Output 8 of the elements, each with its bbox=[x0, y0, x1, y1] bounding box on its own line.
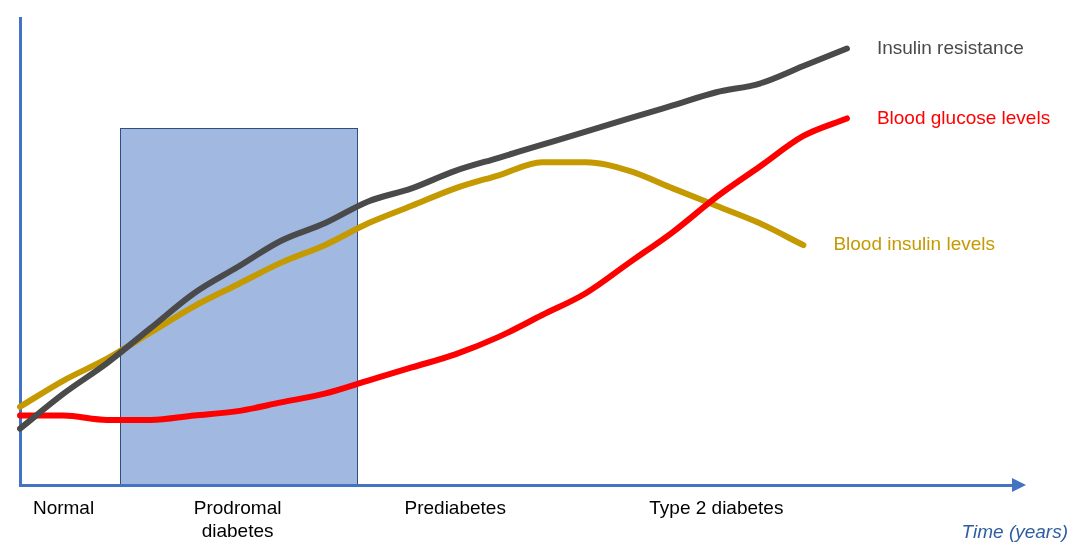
x-tick-label: Prediabetes bbox=[404, 497, 506, 519]
x-tick-label: Normal bbox=[32, 497, 95, 519]
x-tick-label: Type 2 diabetes bbox=[649, 497, 784, 519]
series-label: Blood insulin levels bbox=[833, 233, 995, 255]
series-label: Blood glucose levels bbox=[876, 106, 1051, 128]
x-tick-label: Prodromal diabetes bbox=[193, 497, 282, 541]
series-label: Insulin resistance bbox=[876, 36, 1024, 58]
x-axis-title: Time (years) bbox=[961, 520, 1068, 542]
